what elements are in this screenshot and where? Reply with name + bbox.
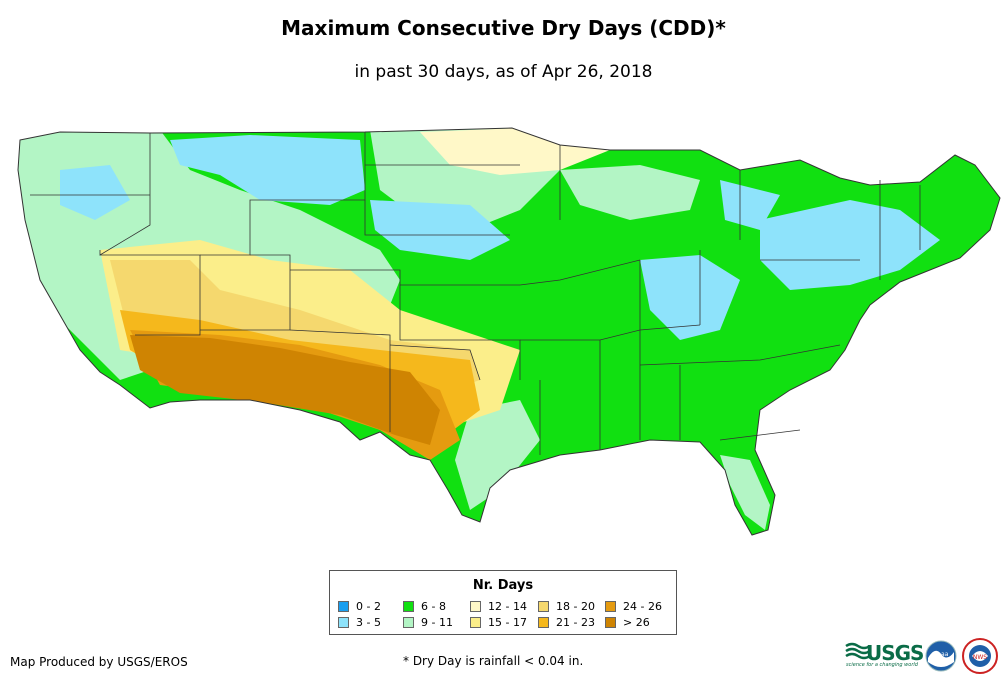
noaa-logo-icon: noaa [925, 640, 957, 672]
region-3-5-idaho [60, 165, 130, 220]
legend-swatch [338, 617, 349, 628]
legend-item-15-17: 15 - 17 [470, 616, 527, 629]
legend-label: 18 - 20 [556, 600, 595, 613]
region-9-11-texas [455, 400, 540, 510]
legend-label: 24 - 26 [623, 600, 662, 613]
legend-item-0-2: 0 - 2 [338, 600, 381, 613]
us-dry-days-map [17, 127, 1001, 536]
legend-swatch [538, 601, 549, 612]
usgs-tagline: science for a changing world [846, 662, 918, 668]
legend-swatch [605, 601, 616, 612]
usgs-wordmark: USGS [866, 641, 924, 665]
region-3-5-northeast [760, 200, 940, 290]
footnote-text: * Dry Day is rainfall < 0.04 in. [403, 654, 584, 668]
nws-logo-text: NWS [973, 654, 987, 661]
nws-logo-icon: NWS [962, 638, 998, 674]
legend-swatch [605, 617, 616, 628]
legend-item-18-20: 18 - 20 [538, 600, 595, 613]
legend-label: 9 - 11 [421, 616, 453, 629]
legend-label: 12 - 14 [488, 600, 527, 613]
legend-label: 6 - 8 [421, 600, 446, 613]
region-9-11-east [560, 165, 700, 220]
legend-label: 0 - 2 [356, 600, 381, 613]
credit-text: Map Produced by USGS/EROS [10, 655, 188, 669]
noaa-logo-text: noaa [934, 651, 949, 658]
region-gt26-southwest [130, 335, 440, 445]
map-title: Maximum Consecutive Dry Days (CDD)* [281, 16, 726, 40]
legend-swatch [470, 601, 481, 612]
region-3-5-michigan [720, 180, 780, 230]
legend-label: 15 - 17 [488, 616, 527, 629]
legend-swatch [470, 617, 481, 628]
region-3-5-ohio [640, 255, 740, 340]
map-subtitle: in past 30 days, as of Apr 26, 2018 [354, 62, 653, 82]
region-3-5-dakota [370, 200, 510, 260]
legend-label: > 26 [623, 616, 650, 629]
legend-label: 3 - 5 [356, 616, 381, 629]
legend-item-6-8: 6 - 8 [403, 600, 446, 613]
legend-swatch [338, 601, 349, 612]
state-boundaries [30, 132, 921, 455]
legend-item-24-26: 24 - 26 [605, 600, 662, 613]
legend-swatch [538, 617, 549, 628]
legend: Nr. Days 0 - 2 3 - 5 6 - 8 9 - 11 12 - 1… [329, 570, 677, 635]
legend-item-12-14: 12 - 14 [470, 600, 527, 613]
legend-title: Nr. Days [472, 578, 534, 593]
legend-swatch [403, 617, 414, 628]
legend-item-3-5: 3 - 5 [338, 616, 381, 629]
usgs-logo-icon [845, 642, 871, 660]
us-outline [17, 127, 1001, 536]
legend-item-gt-26: > 26 [605, 616, 650, 629]
legend-item-9-11: 9 - 11 [403, 616, 453, 629]
region-3-5-montana [170, 135, 365, 205]
legend-label: 21 - 23 [556, 616, 595, 629]
legend-item-21-23: 21 - 23 [538, 616, 595, 629]
region-9-11-florida [720, 455, 770, 530]
legend-swatch [403, 601, 414, 612]
